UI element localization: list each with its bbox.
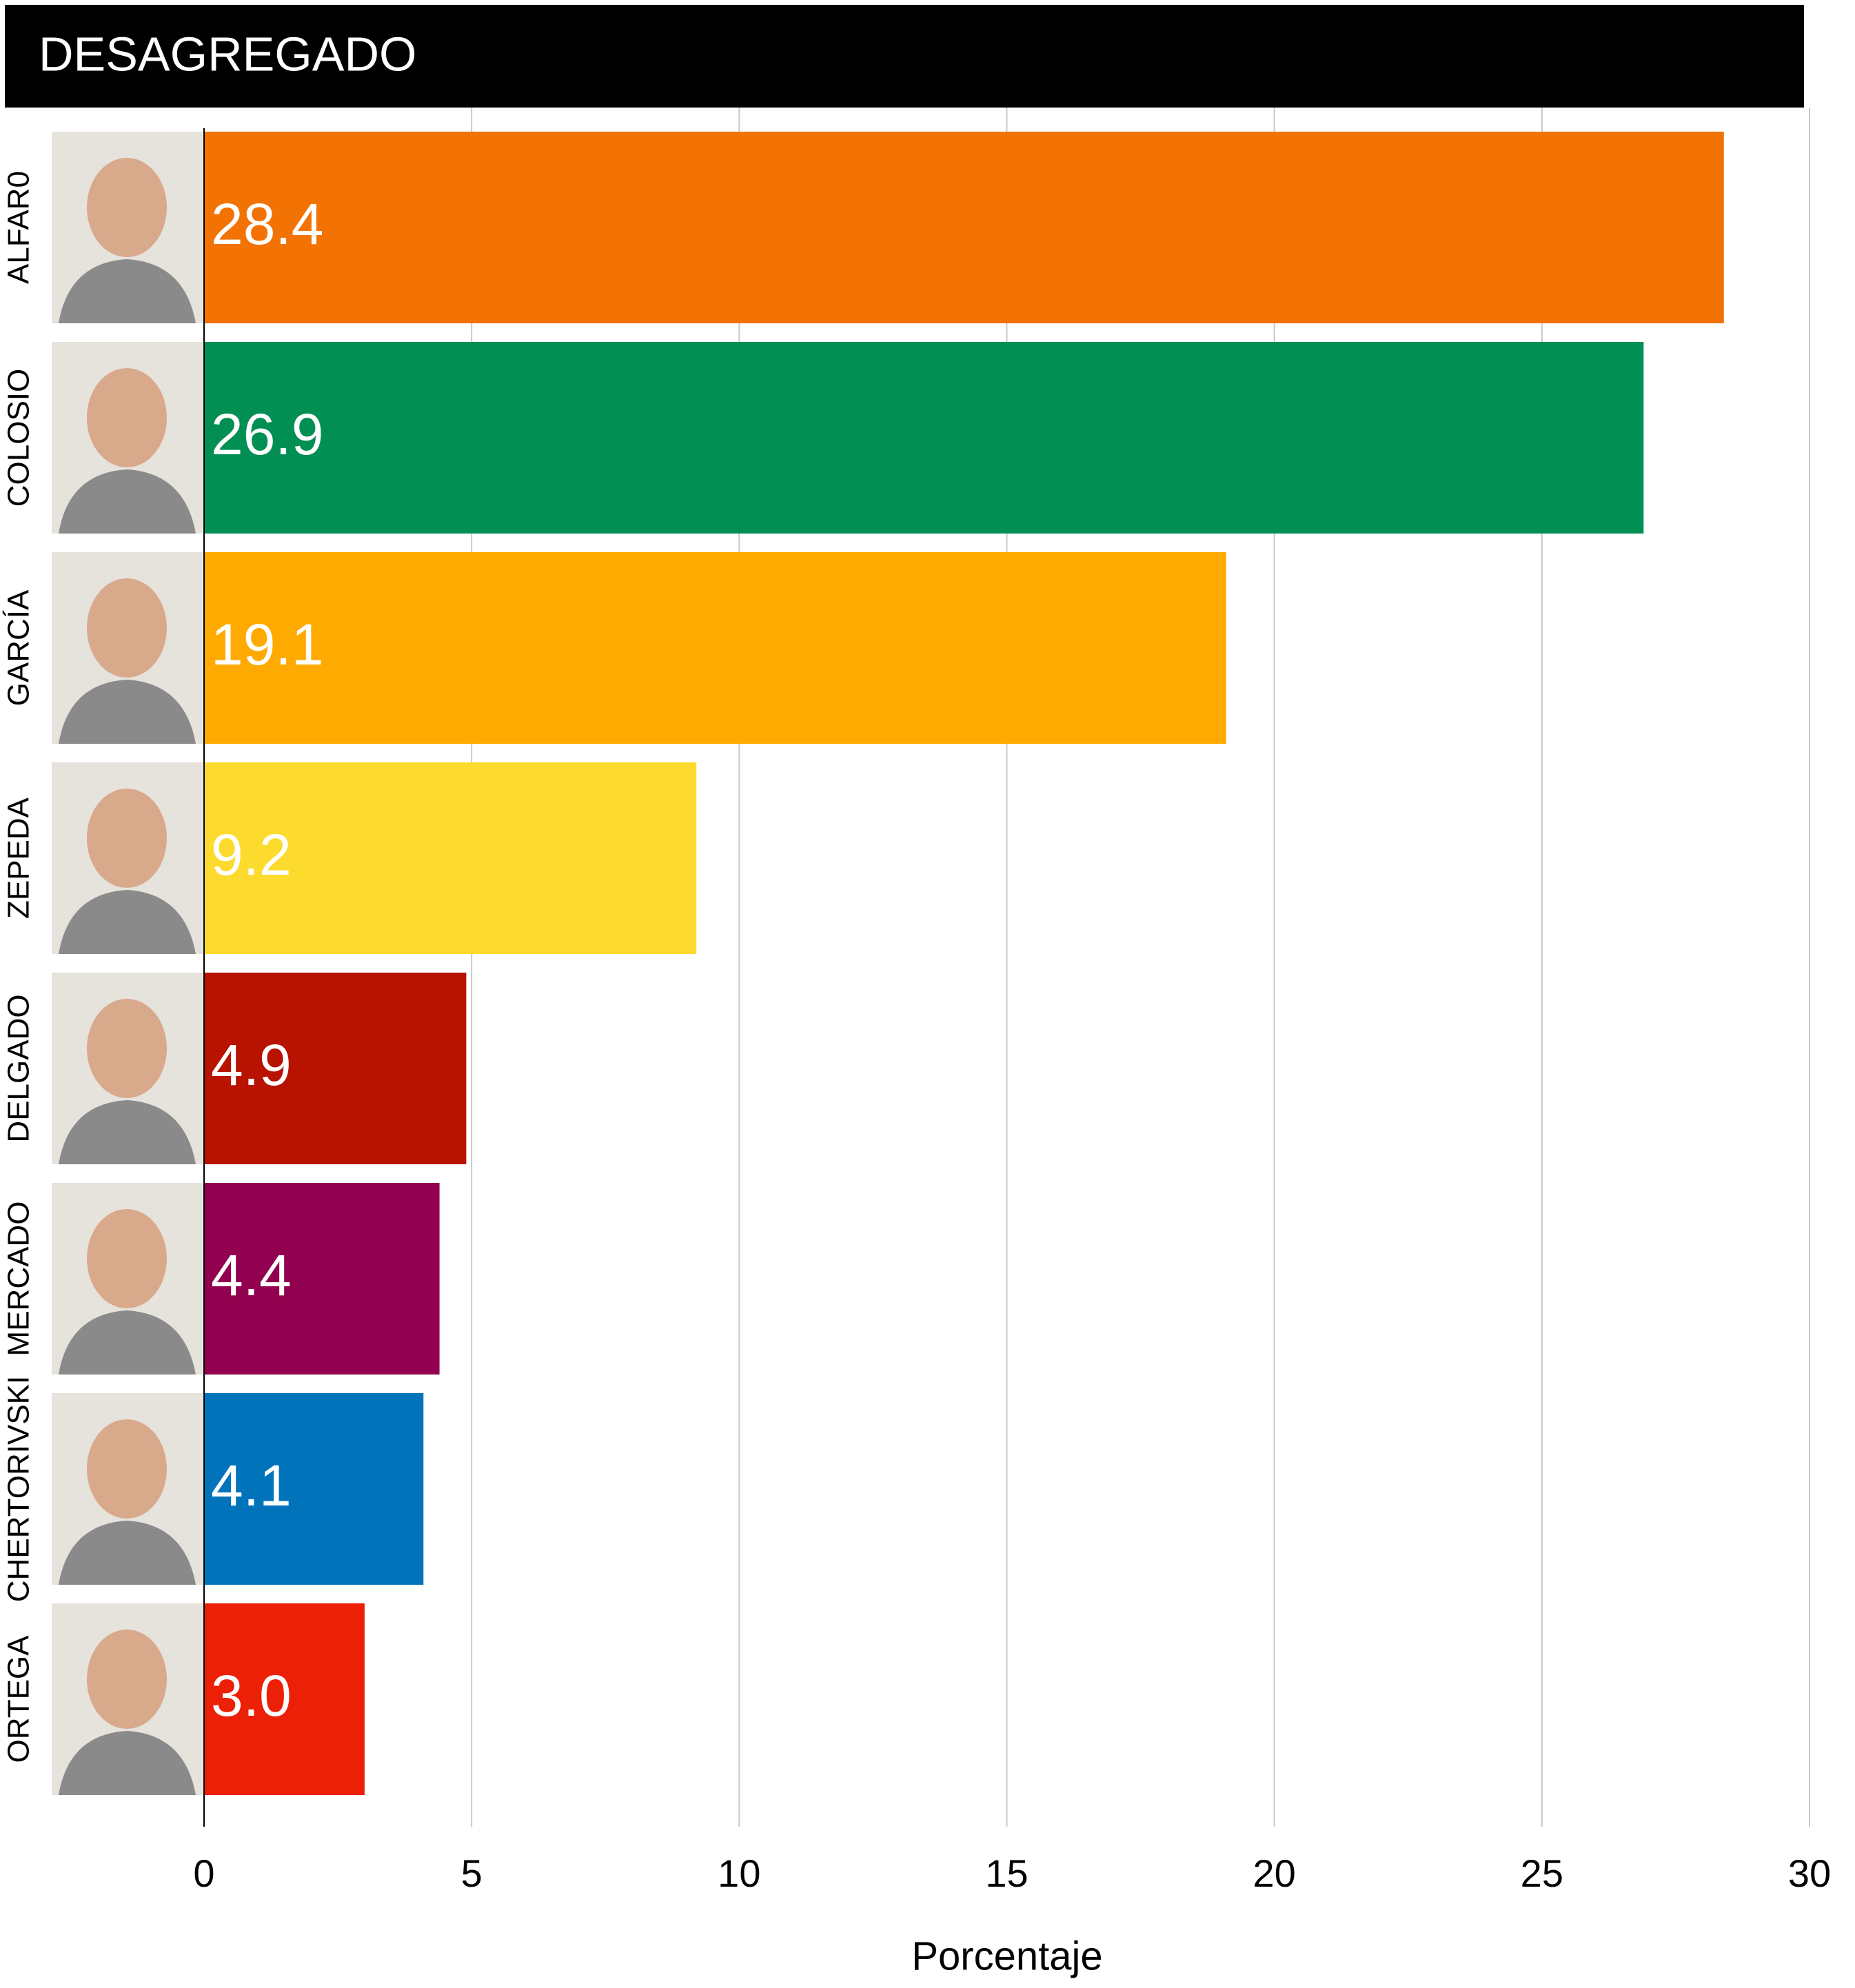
photo-head [87, 1630, 167, 1729]
candidate-photo [52, 762, 203, 954]
x-tick-label: 25 [1521, 1852, 1563, 1895]
photo-body [59, 1310, 196, 1375]
photo-head [87, 1419, 167, 1519]
candidate-photo [52, 1393, 203, 1585]
bar [204, 132, 1724, 323]
candidate-photo [52, 973, 203, 1164]
category-label: ALFAR0 [2, 171, 36, 284]
bar [204, 1603, 365, 1795]
bar [204, 973, 467, 1164]
value-label: 4.9 [211, 1033, 292, 1097]
photo-body [59, 680, 196, 744]
photo-head [87, 578, 167, 678]
category-label: ZEPEDA [2, 797, 36, 919]
x-tick-label: 20 [1253, 1852, 1296, 1895]
bar [204, 552, 1226, 744]
value-label: 9.2 [211, 822, 292, 887]
category-label: ORTEGA [2, 1635, 36, 1763]
category-label: COLOSIO [2, 369, 36, 507]
x-tick-label: 15 [985, 1852, 1028, 1895]
photo-head [87, 789, 167, 888]
x-axis-label: Porcentaje [911, 1934, 1102, 1978]
bar [204, 762, 697, 954]
photo-head [87, 1209, 167, 1308]
photo-head [87, 368, 167, 467]
photo-body [59, 1521, 196, 1585]
value-label: 26.9 [211, 402, 324, 467]
candidate-photo [52, 132, 203, 323]
candidate-photo [52, 552, 203, 744]
title-bar [5, 5, 1804, 108]
category-label: GARCÍA [2, 589, 36, 706]
value-label: 3.0 [211, 1663, 292, 1728]
value-label: 4.1 [211, 1453, 292, 1518]
photo-body [59, 1100, 196, 1164]
bar [204, 342, 1644, 534]
value-label: 28.4 [211, 192, 324, 256]
chart-title: DESAGREGADO [39, 27, 416, 81]
x-tick-label: 10 [718, 1852, 760, 1895]
candidate-photo [52, 1603, 203, 1795]
category-label: MERCADO [2, 1201, 36, 1357]
candidate-photo [52, 342, 203, 534]
category-label: DELGADO [2, 994, 36, 1142]
category-label: CHERTORIVSKI [2, 1376, 36, 1602]
photo-head [87, 158, 167, 257]
photo-body [59, 890, 196, 954]
photo-body [59, 469, 196, 534]
photo-head [87, 999, 167, 1098]
x-tick-label: 5 [461, 1852, 483, 1895]
x-tick-label: 30 [1788, 1852, 1831, 1895]
x-tick-label: 0 [193, 1852, 214, 1895]
photo-body [59, 259, 196, 323]
bar [204, 1393, 424, 1585]
value-label: 19.1 [211, 612, 324, 677]
photo-body [59, 1731, 196, 1795]
candidate-photo [52, 1183, 203, 1375]
value-label: 4.4 [211, 1243, 292, 1308]
bar [204, 1183, 440, 1375]
